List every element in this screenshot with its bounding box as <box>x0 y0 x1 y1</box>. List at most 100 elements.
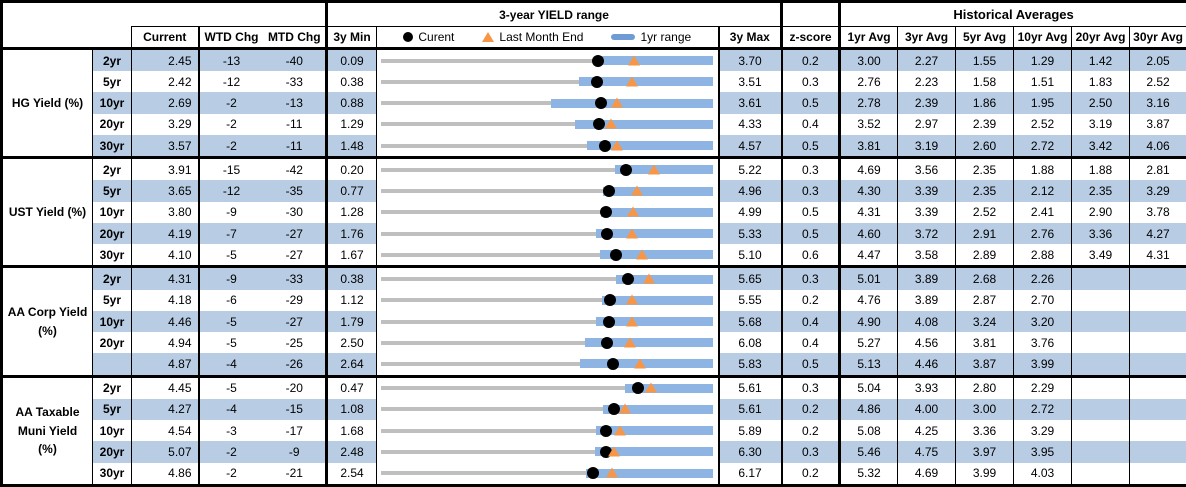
3y-max-cell: 5.83 <box>718 353 783 377</box>
current-dot-icon <box>403 32 414 42</box>
avg-cell: 4.69 <box>839 156 899 181</box>
avg-cell: 5.27 <box>839 332 899 354</box>
tenor-cell: 30yr <box>92 244 132 267</box>
tenor-cell: 10yr <box>92 92 132 114</box>
avg-cell: 2.89 <box>955 244 1015 267</box>
mtd-chg-cell: -33 <box>263 265 329 290</box>
range-track <box>381 58 713 63</box>
last-month-triangle <box>607 446 620 457</box>
current-dot <box>593 118 606 131</box>
range-chart-cell <box>376 244 720 267</box>
current-cell: 3.29 <box>131 113 200 135</box>
tenor-cell: 30yr <box>92 134 132 158</box>
avg-cell: 4.30 <box>839 180 899 202</box>
col-header-current: Current <box>131 26 200 50</box>
table-row: 5yr 4.18 -6 -29 1.12 5.55 0.2 4.76 3.89 2.87 2.70 <box>2 289 1186 311</box>
avg-cell: 3.00 <box>955 398 1015 421</box>
1yr-range-bar <box>587 141 713 151</box>
current-cell: 4.94 <box>131 332 200 354</box>
mtd-chg-cell: -13 <box>263 92 329 114</box>
range-chart <box>381 223 713 244</box>
table-row: 10yr 4.54 -3 -17 1.68 5.89 0.2 5.08 4.25 3.36 3.29 <box>2 420 1186 442</box>
avg-cell: 2.88 <box>1013 244 1073 267</box>
last-month-triangle <box>625 316 638 326</box>
tenor-cell: 20yr <box>92 441 132 463</box>
avg-cell: 3.89 <box>897 289 957 311</box>
tenor-cell: 20yr <box>92 113 132 135</box>
avg-cell: 4.69 <box>897 462 957 486</box>
last-month-triangle <box>610 97 623 108</box>
3y-min-cell: 1.29 <box>326 113 378 135</box>
1yr-range-bar <box>579 359 713 369</box>
avg-cell: 3.29 <box>1129 180 1186 202</box>
range-track <box>381 79 713 84</box>
current-dot <box>609 248 622 261</box>
wtd-chg-cell: -3 <box>226 423 237 438</box>
3y-max-cell: 5.68 <box>718 310 783 333</box>
wtd-chg-cell: -9 <box>198 265 264 290</box>
3y-min-cell: 2.54 <box>326 462 378 486</box>
1yr-range-bar <box>624 383 713 393</box>
range-chart <box>381 353 713 374</box>
current-cell: 4.18 <box>131 289 200 311</box>
avg-cell: 3.36 <box>955 420 1015 442</box>
avg-cell: 2.91 <box>955 222 1015 245</box>
wtd-chg-cell: -2 <box>226 466 237 481</box>
avg-cell <box>1130 290 1186 311</box>
1yr-range-bar <box>596 229 713 239</box>
wtd-chg-cell: -4 <box>198 353 264 377</box>
current-cell: 4.45 <box>131 374 200 399</box>
avg-cell: 2.52 <box>955 201 1015 223</box>
section-label: UST Yield (%) <box>1 156 93 267</box>
mtd-chg-cell: -17 <box>263 420 329 442</box>
avg-cell <box>1129 353 1186 377</box>
wtd-chg-cell: -13 <box>198 47 264 72</box>
avg-cell: 5.13 <box>839 353 899 377</box>
avg-cell: 1.42 <box>1071 47 1131 72</box>
3y-min-cell: 0.77 <box>326 180 378 202</box>
table-row: 5yr 2.42 -12 -33 0.38 3.51 0.3 2.76 2.23 1.58 1.51… <box>2 71 1186 93</box>
avg-cell: 1.83 <box>1071 71 1131 93</box>
current-dot <box>594 97 607 110</box>
last-month-triangle <box>626 76 639 87</box>
range-track <box>381 252 713 257</box>
avg-cell: 5.08 <box>839 420 899 442</box>
col-header-10yr-avg: 10yr Avg <box>1013 26 1073 50</box>
col-header-1yr-avg: 1yr Avg <box>839 26 899 50</box>
current-cell: 4.54 <box>131 420 200 442</box>
3y-min-cell: 2.50 <box>326 332 378 354</box>
current-cell: 4.87 <box>131 353 200 377</box>
avg-cell: 2.70 <box>1013 289 1073 311</box>
avg-cell <box>1071 462 1131 486</box>
mtd-chg-cell: -26 <box>263 353 329 377</box>
avg-cell: 1.86 <box>955 92 1015 114</box>
avg-cell: 4.31 <box>1146 247 1170 262</box>
last-month-triangle <box>619 403 632 414</box>
range-chart-cell <box>376 332 720 354</box>
avg-cell <box>1129 265 1186 290</box>
col-header-3yr-avg: 3yr Avg <box>897 26 957 50</box>
3y-max-cell: 5.33 <box>718 222 783 245</box>
avg-cell: 2.76 <box>839 71 899 93</box>
current-cell: 2.42 <box>131 71 200 93</box>
avg-cell: 2.81 <box>1129 156 1186 181</box>
avg-cell: 3.87 <box>955 353 1015 377</box>
mtd-chg-cell: -11 <box>263 134 329 158</box>
range-track <box>381 101 713 106</box>
avg-cell: 3.36 <box>1071 222 1131 245</box>
avg-cell: 3.72 <box>897 222 957 245</box>
3y-max-cell: 4.96 <box>718 180 783 202</box>
3y-min-cell: 0.20 <box>326 156 378 181</box>
header-blank <box>1 26 132 50</box>
3y-min-cell: 2.48 <box>326 441 378 463</box>
3y-min-cell: 0.88 <box>326 92 378 114</box>
range-track <box>381 189 713 194</box>
current-cell: 5.07 <box>131 441 200 463</box>
range-chart-cell <box>376 353 720 377</box>
avg-cell: 4.76 <box>839 289 899 311</box>
avg-cell <box>1129 441 1186 463</box>
wtd-chg-cell: -6 <box>226 293 237 308</box>
legend-1yr-range-label: 1yr range <box>640 30 692 44</box>
tenor-cell: 20yr <box>92 222 132 245</box>
